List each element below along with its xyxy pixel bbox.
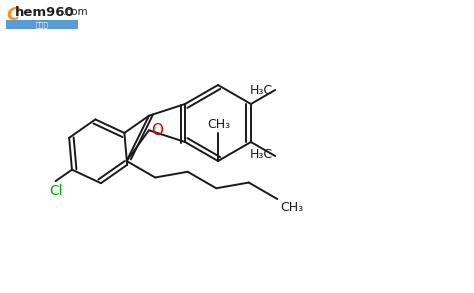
Text: Cl: Cl bbox=[49, 184, 63, 198]
Text: hem960: hem960 bbox=[15, 6, 75, 19]
Text: C: C bbox=[6, 6, 19, 24]
FancyBboxPatch shape bbox=[6, 20, 78, 29]
Text: H₃C: H₃C bbox=[250, 149, 273, 161]
Text: CH₃: CH₃ bbox=[280, 201, 303, 214]
Text: .com: .com bbox=[63, 7, 89, 17]
Text: CH₃: CH₃ bbox=[208, 118, 230, 131]
Text: H₃C: H₃C bbox=[250, 84, 273, 98]
Text: 化工网: 化工网 bbox=[36, 21, 48, 28]
Text: O: O bbox=[151, 123, 163, 138]
